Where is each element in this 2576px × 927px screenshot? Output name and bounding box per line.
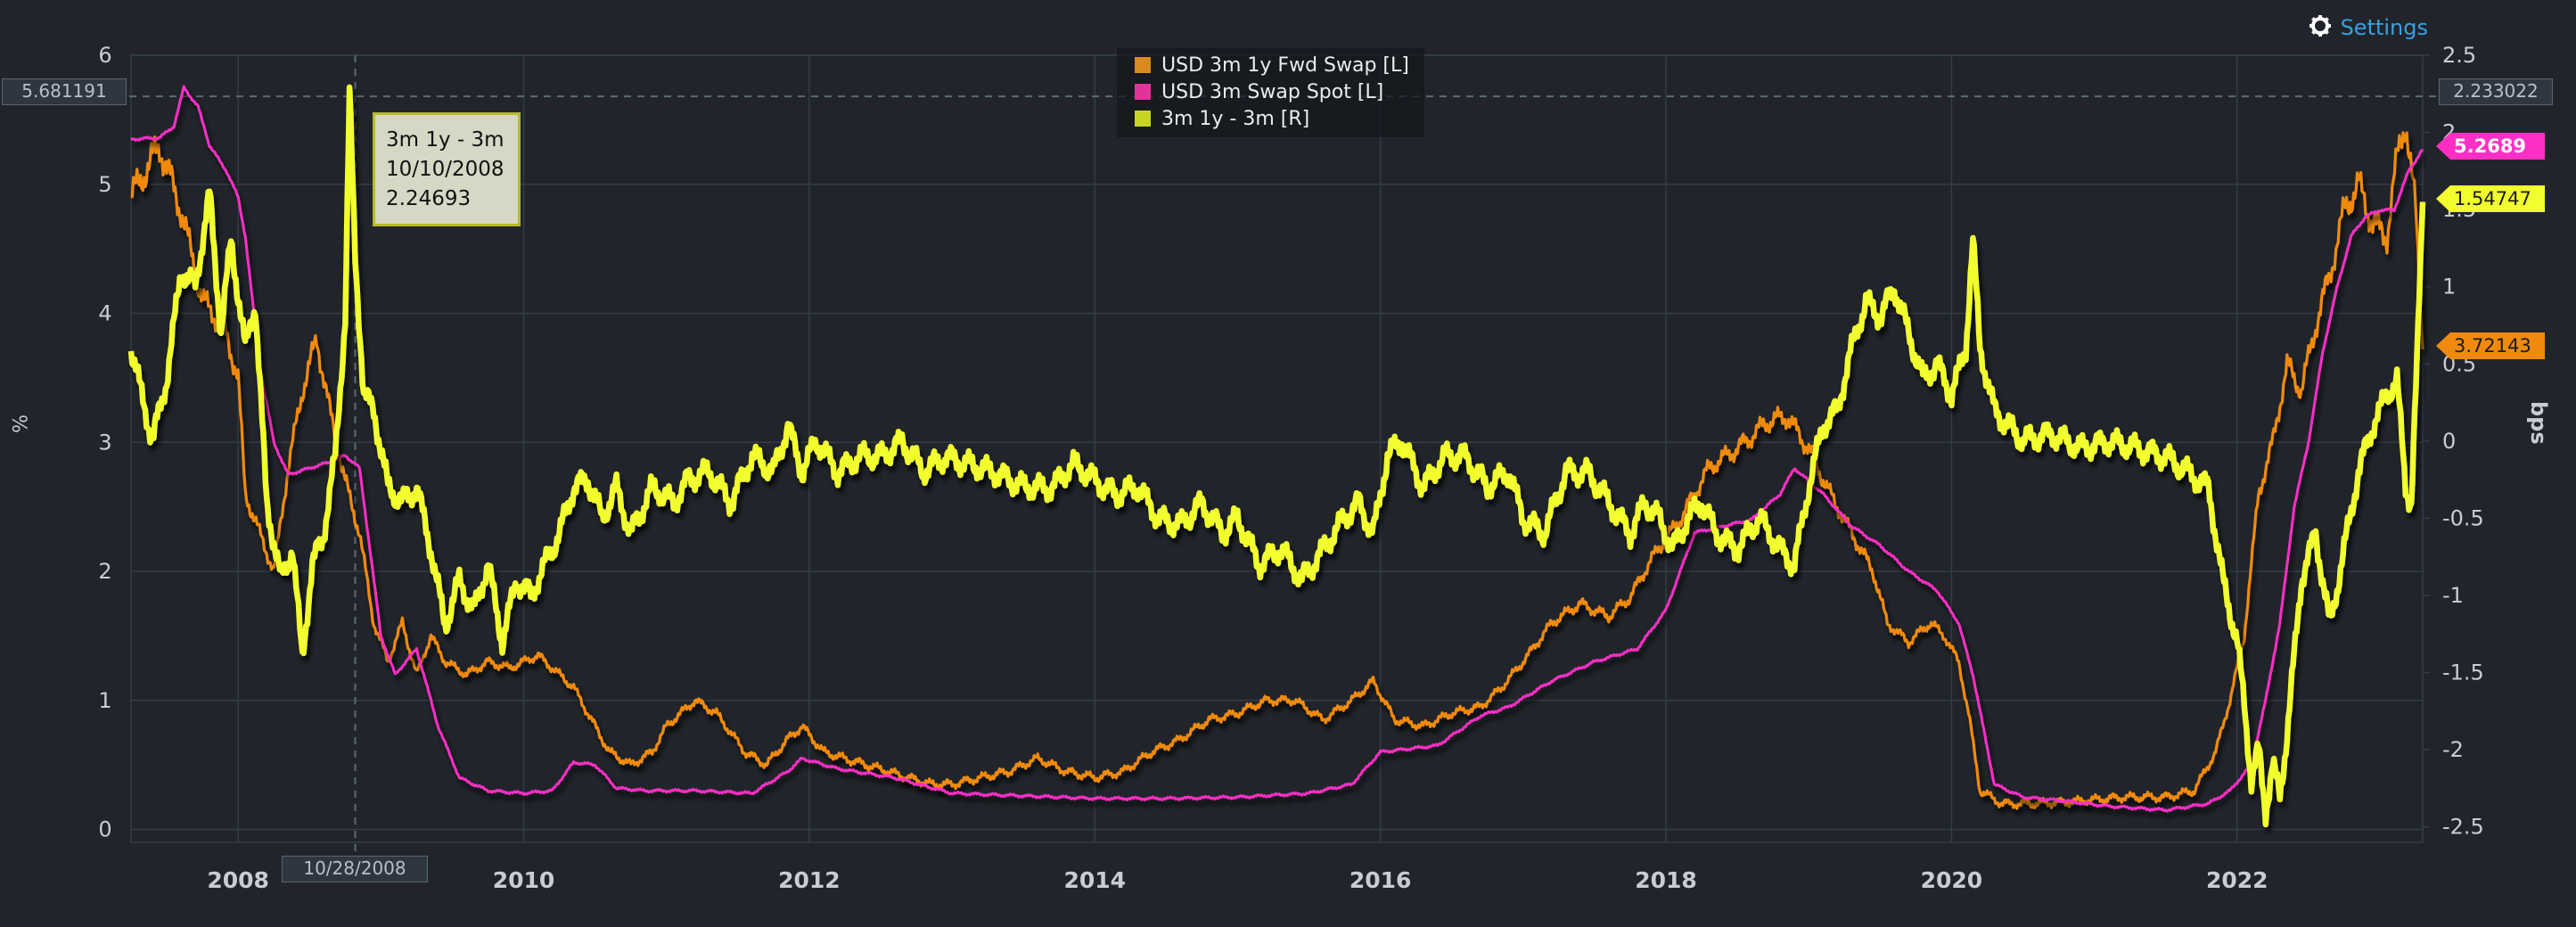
crosshair-left-value: 5.681191 bbox=[2, 78, 127, 105]
series-line-spread[interactable] bbox=[127, 84, 2426, 828]
y-left-tick-label: 4 bbox=[98, 301, 111, 326]
x-tick-label: 2014 bbox=[1063, 867, 1126, 893]
series-lines[interactable] bbox=[127, 84, 2426, 828]
legend-item-fwd-swap[interactable]: USD 3m 1y Fwd Swap [L] bbox=[1135, 52, 1415, 78]
axis-ticks: 0123456-2.5-2-1.5-1-0.500.511.522.520082… bbox=[98, 43, 2483, 893]
y-left-tick-label: 6 bbox=[98, 43, 111, 68]
crosshair-right-value: 2.233022 bbox=[2439, 78, 2553, 105]
x-tick-label: 2022 bbox=[2206, 867, 2268, 893]
tooltip-value: 2.24693 bbox=[386, 187, 472, 210]
y-left-tick-label: 5 bbox=[98, 172, 111, 197]
y-right-tick-label: -0.5 bbox=[2442, 505, 2484, 530]
crosshair-date-label: 10/28/2008 bbox=[282, 856, 428, 882]
y-axis-right-title: bps bbox=[2526, 401, 2551, 445]
legend-label: 3m 1y - 3m [R] bbox=[1161, 107, 1310, 130]
chart-legend: USD 3m 1y Fwd Swap [L] USD 3m Swap Spot … bbox=[1117, 48, 1424, 137]
gear-icon bbox=[2309, 14, 2332, 41]
y-right-tick-label: 2.5 bbox=[2442, 43, 2476, 68]
series-line-swap-spot[interactable] bbox=[129, 85, 2424, 813]
settings-label: Settings bbox=[2340, 15, 2428, 40]
y-left-tick-label: 2 bbox=[98, 559, 111, 584]
x-tick-label: 2010 bbox=[493, 867, 555, 893]
x-tick-label: 2016 bbox=[1350, 867, 1412, 893]
settings-button[interactable]: Settings bbox=[2309, 14, 2428, 41]
x-tick-label: 2020 bbox=[1921, 867, 1983, 893]
last-value-tag-spot: 5.2689 bbox=[2436, 133, 2545, 160]
last-value-tag-fwd: 3.72143 bbox=[2436, 332, 2545, 359]
tooltip-date: 10/10/2008 bbox=[386, 158, 505, 181]
series-line-fwd-swap[interactable] bbox=[130, 131, 2424, 810]
last-value-tag-spread: 1.54747 bbox=[2436, 185, 2545, 212]
legend-item-spread[interactable]: 3m 1y - 3m [R] bbox=[1135, 105, 1415, 132]
y-left-tick-label: 1 bbox=[98, 688, 111, 713]
legend-swatch-spread bbox=[1135, 111, 1151, 127]
legend-swatch-spot bbox=[1135, 84, 1151, 100]
x-tick-label: 2018 bbox=[1635, 867, 1697, 893]
y-right-tick-label: -2 bbox=[2442, 737, 2464, 762]
y-right-tick-label: -1 bbox=[2442, 583, 2464, 608]
legend-swatch-fwd bbox=[1135, 57, 1151, 73]
y-right-tick-label: -1.5 bbox=[2442, 660, 2484, 685]
legend-label: USD 3m Swap Spot [L] bbox=[1161, 80, 1384, 103]
legend-item-swap-spot[interactable]: USD 3m Swap Spot [L] bbox=[1135, 78, 1415, 105]
data-tooltip: 3m 1y - 3m 10/10/2008 2.24693 bbox=[373, 112, 521, 226]
y-axis-left-title: % bbox=[7, 414, 29, 433]
y-right-tick-label: 0 bbox=[2442, 429, 2456, 454]
y-left-tick-label: 3 bbox=[98, 430, 111, 455]
y-right-tick-label: -2.5 bbox=[2442, 815, 2484, 840]
x-tick-label: 2012 bbox=[778, 867, 841, 893]
tooltip-series: 3m 1y - 3m bbox=[386, 128, 505, 152]
y-left-tick-label: 0 bbox=[98, 817, 111, 842]
legend-label: USD 3m 1y Fwd Swap [L] bbox=[1161, 53, 1409, 77]
x-tick-label: 2008 bbox=[207, 867, 269, 893]
y-right-tick-label: 1 bbox=[2442, 275, 2456, 299]
